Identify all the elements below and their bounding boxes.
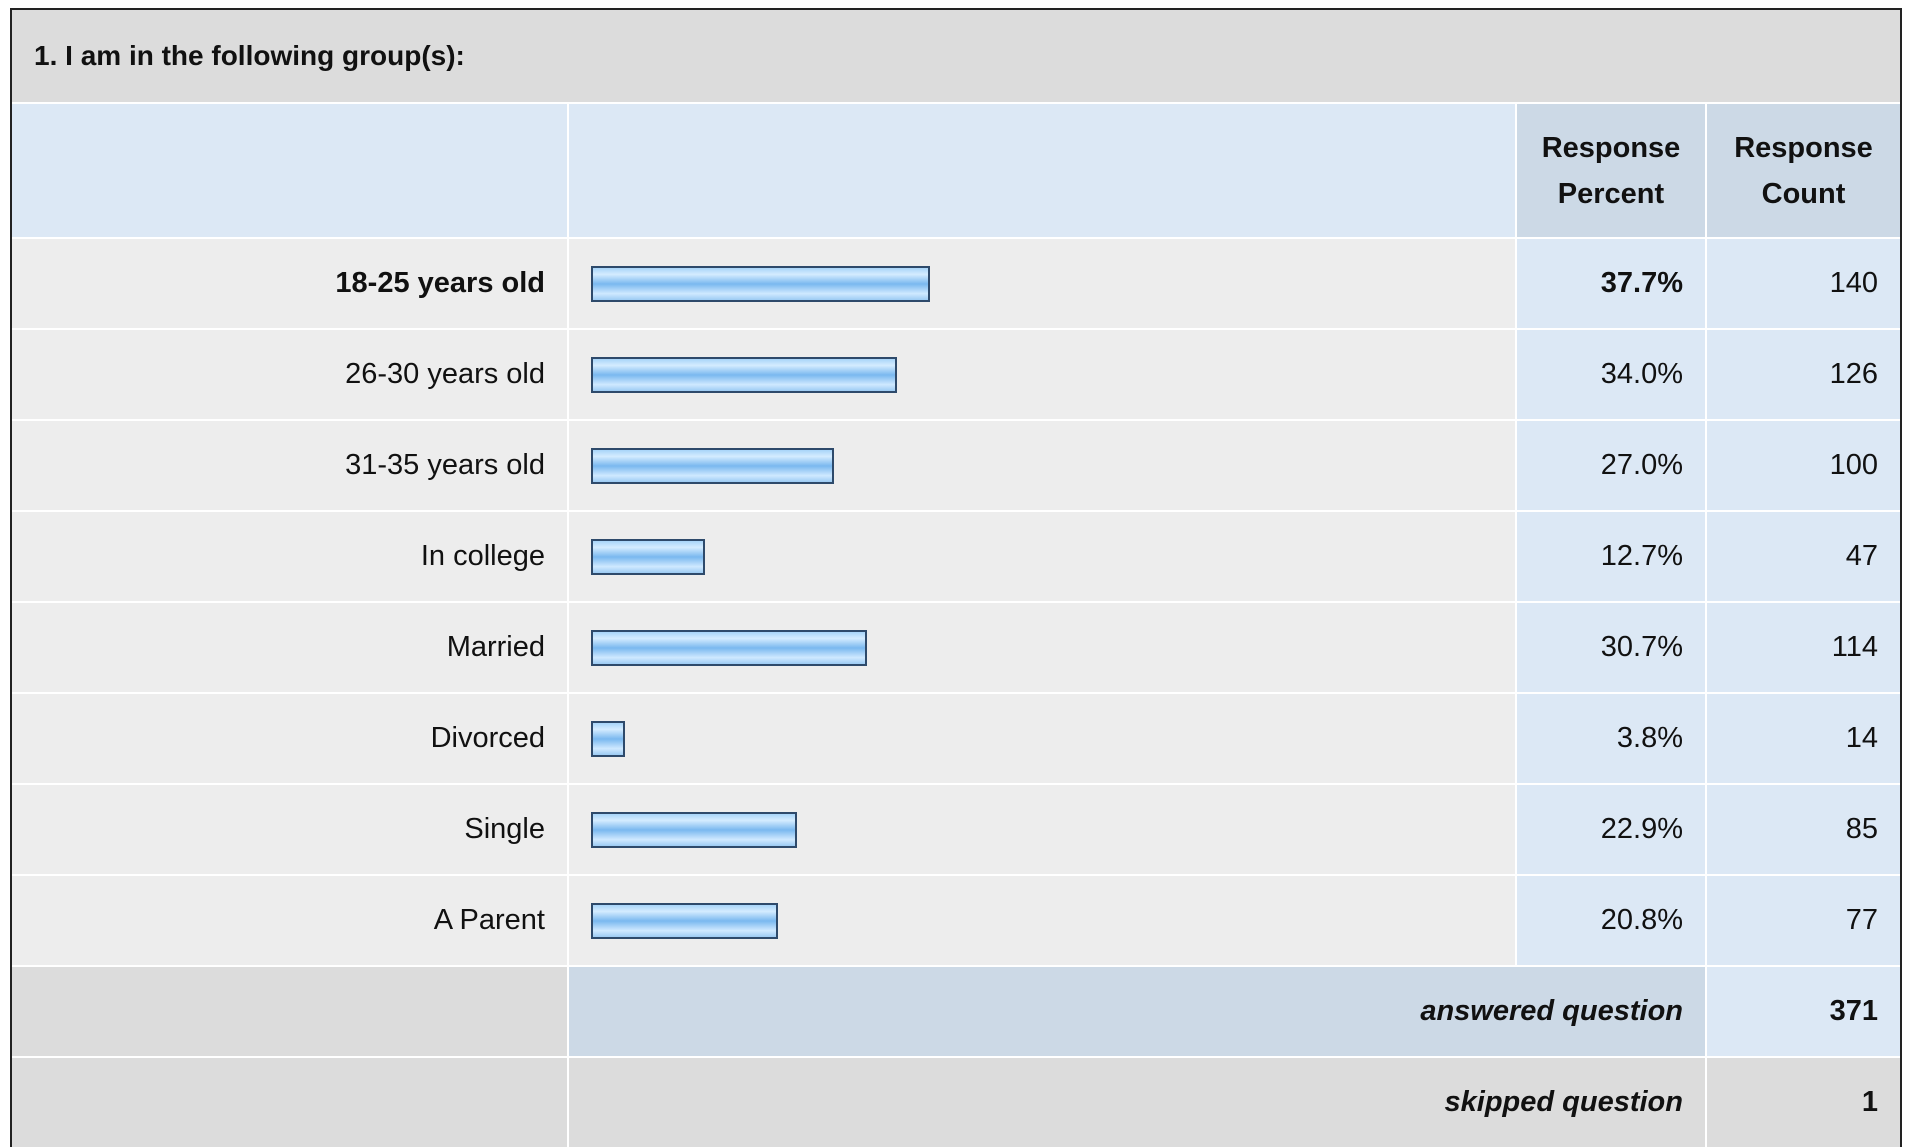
response-percent: 34.0% <box>1515 328 1706 420</box>
bar-cell <box>567 692 1516 784</box>
footer-count: 1 <box>1705 1056 1900 1147</box>
bar-cell <box>567 874 1516 966</box>
header-count: Response Count <box>1705 102 1900 238</box>
bar <box>591 356 897 393</box>
bar-track <box>591 447 1491 484</box>
response-count: 14 <box>1705 692 1900 784</box>
header-text: Response Percent <box>1541 131 1681 210</box>
bar <box>591 447 834 484</box>
row-label: A Parent <box>12 874 568 966</box>
data-row: Divorced 3.8% 14 <box>12 692 1900 784</box>
data-row: 31-35 years old 27.0% 100 <box>12 419 1900 511</box>
bar <box>591 629 868 666</box>
row-label: 26-30 years old <box>12 328 568 420</box>
bar <box>591 902 779 939</box>
row-label: In college <box>12 510 568 602</box>
footer-row: skipped question 1 <box>12 1056 1900 1147</box>
data-row: 26-30 years old 34.0% 126 <box>12 328 1900 420</box>
response-count: 114 <box>1705 601 1900 693</box>
header-cell <box>12 102 568 238</box>
row-label: Divorced <box>12 692 568 784</box>
response-count: 47 <box>1705 510 1900 602</box>
footer-row: answered question 371 <box>12 965 1900 1057</box>
bar <box>591 720 626 757</box>
response-count: 85 <box>1705 783 1900 875</box>
data-row: A Parent 20.8% 77 <box>12 874 1900 966</box>
footer-empty <box>12 1056 568 1147</box>
bar-cell <box>567 419 1516 511</box>
bar <box>591 265 931 302</box>
bar <box>591 538 706 575</box>
header-text: Response Count <box>1734 131 1873 210</box>
bar-track <box>591 902 1491 939</box>
response-count: 140 <box>1705 237 1900 329</box>
response-count: 77 <box>1705 874 1900 966</box>
survey-question: 1. I am in the following group(s): Respo… <box>10 8 1902 1147</box>
bar-track <box>591 538 1491 575</box>
row-label: 18-25 years old <box>12 237 568 329</box>
bar-cell <box>567 783 1516 875</box>
bar <box>591 811 798 848</box>
bar-track <box>591 811 1491 848</box>
question-title: 1. I am in the following group(s): <box>34 40 465 71</box>
data-row: 18-25 years old 37.7% 140 <box>12 237 1900 329</box>
footer-empty <box>12 965 568 1057</box>
bar-track <box>591 629 1491 666</box>
header-percent: Response Percent <box>1515 102 1706 238</box>
bar-cell <box>567 328 1516 420</box>
data-row: Single 22.9% 85 <box>12 783 1900 875</box>
response-count: 100 <box>1705 419 1900 511</box>
data-row: Married 30.7% 114 <box>12 601 1900 693</box>
data-row: In college 12.7% 47 <box>12 510 1900 602</box>
row-label: Single <box>12 783 568 875</box>
response-percent: 20.8% <box>1515 874 1706 966</box>
header-cell <box>567 102 1516 238</box>
bar-cell <box>567 601 1516 693</box>
response-percent: 37.7% <box>1515 237 1706 329</box>
bar-track <box>591 720 1491 757</box>
response-count: 126 <box>1705 328 1900 420</box>
bar-cell <box>567 510 1516 602</box>
response-percent: 3.8% <box>1515 692 1706 784</box>
header-row: Response Percent Response Count <box>12 102 1900 238</box>
bar-track <box>591 356 1491 393</box>
footer-label: answered question <box>567 965 1706 1057</box>
results-table: Response Percent Response Count 18-25 ye… <box>12 102 1900 1147</box>
bar-cell <box>567 237 1516 329</box>
footer-label: skipped question <box>567 1056 1706 1147</box>
response-percent: 12.7% <box>1515 510 1706 602</box>
response-percent: 22.9% <box>1515 783 1706 875</box>
footer-count: 371 <box>1705 965 1900 1057</box>
response-percent: 30.7% <box>1515 601 1706 693</box>
row-label: 31-35 years old <box>12 419 568 511</box>
row-label: Married <box>12 601 568 693</box>
response-percent: 27.0% <box>1515 419 1706 511</box>
bar-track <box>591 265 1491 302</box>
